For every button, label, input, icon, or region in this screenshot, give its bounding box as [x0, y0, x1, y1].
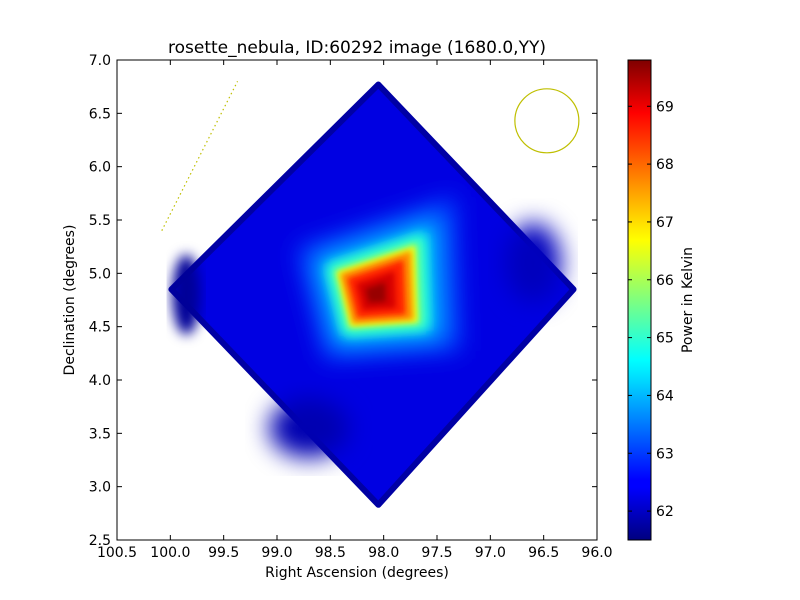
y-tick-label: 4.5 [89, 320, 111, 336]
dark-edge-west [172, 254, 201, 335]
y-tick-label: 3.0 [89, 480, 111, 496]
colorbar-ticks: 62 63 64 65 66 67 68 69 [628, 99, 674, 520]
y-tick-label: 6.0 [89, 160, 111, 176]
x-tick-label: 97.5 [421, 545, 452, 561]
x-tick-label: 97.0 [475, 545, 506, 561]
x-tick-label: 100.5 [97, 545, 137, 561]
colorbar-tick-label: 65 [656, 331, 674, 347]
x-tick-label: 98.0 [368, 545, 399, 561]
heatmap-image [168, 81, 577, 508]
colorbar-tick-label: 68 [656, 157, 674, 173]
y-tick-label: 5.5 [89, 213, 111, 229]
colorbar-tick-label: 64 [656, 388, 674, 404]
dark-patch-east [505, 222, 561, 303]
y-tick-label: 4.0 [89, 373, 111, 389]
x-axis-title: Right Ascension (degrees) [265, 565, 449, 581]
dotted-line [161, 81, 239, 231]
y-axis: 2.5 3.0 3.5 4.0 4.5 5.0 5.5 6.0 6.5 7.0 [89, 53, 597, 549]
y-tick-label: 2.5 [89, 533, 111, 549]
colorbar [627, 59, 652, 541]
x-tick-label: 96.0 [581, 545, 612, 561]
x-tick-label: 99.0 [261, 545, 292, 561]
x-axis: 100.5 100.0 99.5 99.0 98.5 98.0 97.5 97.0 96.5 96… [97, 60, 613, 561]
colorbar-tick-label: 66 [656, 273, 674, 289]
x-tick-label: 99.5 [208, 545, 239, 561]
colorbar-tick-label: 63 [656, 446, 674, 462]
colorbar-title: Power in Kelvin [680, 247, 696, 353]
y-tick-label: 7.0 [89, 53, 111, 69]
colorbar-tick-label: 69 [656, 99, 674, 115]
y-tick-label: 6.5 [89, 106, 111, 122]
x-tick-label: 98.5 [315, 545, 346, 561]
x-tick-label: 96.5 [528, 545, 559, 561]
chart-title: rosette_nebula, ID:60292 image (1680.0,Y… [168, 38, 546, 58]
overlay-annotations [161, 81, 580, 231]
y-tick-label: 3.5 [89, 426, 111, 442]
y-tick-label: 5.0 [89, 266, 111, 282]
beam-circle [514, 88, 580, 154]
x-tick-label: 100.0 [150, 545, 190, 561]
colorbar-tick-label: 62 [656, 504, 674, 520]
intensity-level-9 [365, 282, 386, 303]
colorbar-tick-label: 67 [656, 215, 674, 231]
dark-patch-south [269, 398, 349, 458]
plot-frame [116, 59, 598, 541]
y-axis-title: Declination (degrees) [62, 225, 78, 376]
